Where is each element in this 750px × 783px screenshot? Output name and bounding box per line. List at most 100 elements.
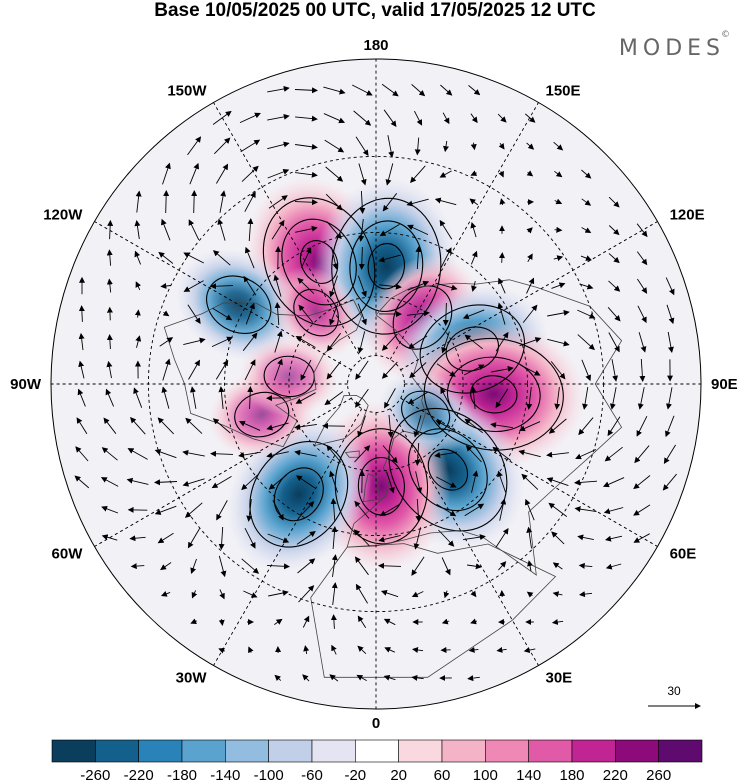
wind-vector	[242, 332, 258, 351]
wind-vector	[521, 473, 539, 490]
wind-vector	[470, 618, 478, 625]
wind-vector	[325, 193, 343, 211]
wind-vector	[187, 304, 201, 325]
wind-vector	[134, 309, 141, 318]
wind-vector	[107, 219, 114, 240]
wind-vector	[463, 364, 485, 376]
wind-vector	[464, 503, 485, 517]
wind-vector	[135, 335, 142, 348]
wind-vector	[191, 190, 198, 214]
wind-vector	[189, 162, 200, 185]
wind-vector	[414, 442, 421, 466]
wind-vector	[190, 618, 197, 624]
wind-vector	[440, 84, 453, 96]
wind-vector	[469, 198, 479, 206]
wind-vector	[184, 502, 203, 518]
wind-vector	[268, 590, 289, 597]
meridian-line	[94, 221, 352, 371]
wind-vector	[547, 338, 570, 347]
wind-vector	[329, 470, 339, 493]
wind-vector	[499, 252, 505, 263]
longitude-label-120w: 120W	[43, 207, 83, 224]
coastline-africa	[310, 543, 557, 678]
wind-vector	[662, 473, 677, 491]
wind-vector	[495, 331, 509, 352]
wind-vector	[550, 361, 566, 380]
latitude-circle	[224, 232, 528, 536]
wind-vector	[471, 470, 479, 493]
wind-vector	[241, 558, 260, 574]
wind-vector	[415, 246, 422, 270]
colorbar-swatch	[615, 739, 659, 763]
anomaly-contour	[388, 407, 508, 532]
wind-vector	[303, 645, 310, 654]
colorbar-tick-label: 220	[603, 767, 628, 783]
wind-vector	[212, 110, 232, 125]
wind-vector	[518, 421, 541, 432]
wind-vector	[158, 251, 174, 264]
wind-vector	[75, 446, 89, 462]
wind-vector	[439, 170, 452, 178]
wind-vector	[574, 479, 598, 486]
wind-vector	[247, 386, 254, 410]
wind-vector	[665, 387, 673, 410]
wind-vector	[578, 562, 593, 569]
wind-vector	[130, 563, 145, 570]
wind-vector	[78, 305, 85, 322]
wind-vector	[581, 359, 592, 382]
wind-vector	[636, 251, 648, 266]
wind-vector	[130, 417, 146, 435]
wind-vector	[497, 113, 507, 123]
wind-vector	[243, 590, 258, 598]
wind-vector	[359, 190, 366, 214]
longitude-label-180: 180	[363, 37, 388, 54]
anomaly-contour	[299, 240, 339, 284]
wind-vector	[414, 137, 421, 156]
wind-vector	[219, 190, 227, 213]
wind-vector	[325, 166, 344, 182]
anomaly-contour	[423, 337, 564, 451]
wind-vector	[412, 647, 424, 653]
wind-vector	[295, 392, 316, 404]
wind-vector	[187, 136, 202, 156]
anomaly-contour	[427, 448, 469, 491]
wind-vector	[410, 165, 426, 183]
wind-vector	[636, 223, 648, 238]
wind-vector	[106, 249, 113, 266]
wind-vector	[663, 444, 676, 464]
wind-vector	[355, 388, 369, 408]
reference-vector-label: 30	[667, 684, 681, 698]
wind-vector	[464, 418, 483, 434]
wind-vector	[357, 331, 366, 354]
wind-vector	[324, 391, 344, 406]
wind-vector	[387, 414, 394, 438]
wind-vector	[239, 112, 261, 124]
wind-vector	[160, 590, 171, 597]
colorbar-tick-label: 180	[559, 767, 584, 783]
wind-vector	[519, 337, 542, 347]
graticule	[51, 59, 701, 709]
anomaly-contour	[281, 218, 357, 306]
wind-vector	[271, 219, 285, 240]
wind-vector	[607, 416, 621, 437]
wind-vector	[268, 195, 288, 209]
wind-vector	[470, 221, 477, 238]
wind-vector	[406, 198, 429, 207]
wind-vector	[162, 358, 171, 381]
wind-vector	[355, 360, 369, 380]
wind-vector	[294, 199, 318, 206]
wind-vector	[413, 527, 422, 550]
wind-vector	[470, 113, 478, 124]
colorbar-swatch	[485, 739, 529, 763]
wind-vector	[666, 304, 675, 325]
wind-vector	[439, 219, 453, 240]
wind-vector	[498, 277, 506, 294]
wind-vector	[552, 591, 563, 598]
colorbar-tick-label: 20	[390, 767, 407, 783]
wind-vector	[546, 477, 569, 487]
wind-vectors	[74, 83, 677, 682]
wind-vector	[574, 506, 597, 513]
wind-vector	[518, 449, 541, 458]
wind-vector	[407, 280, 430, 291]
wind-vector	[240, 139, 261, 153]
